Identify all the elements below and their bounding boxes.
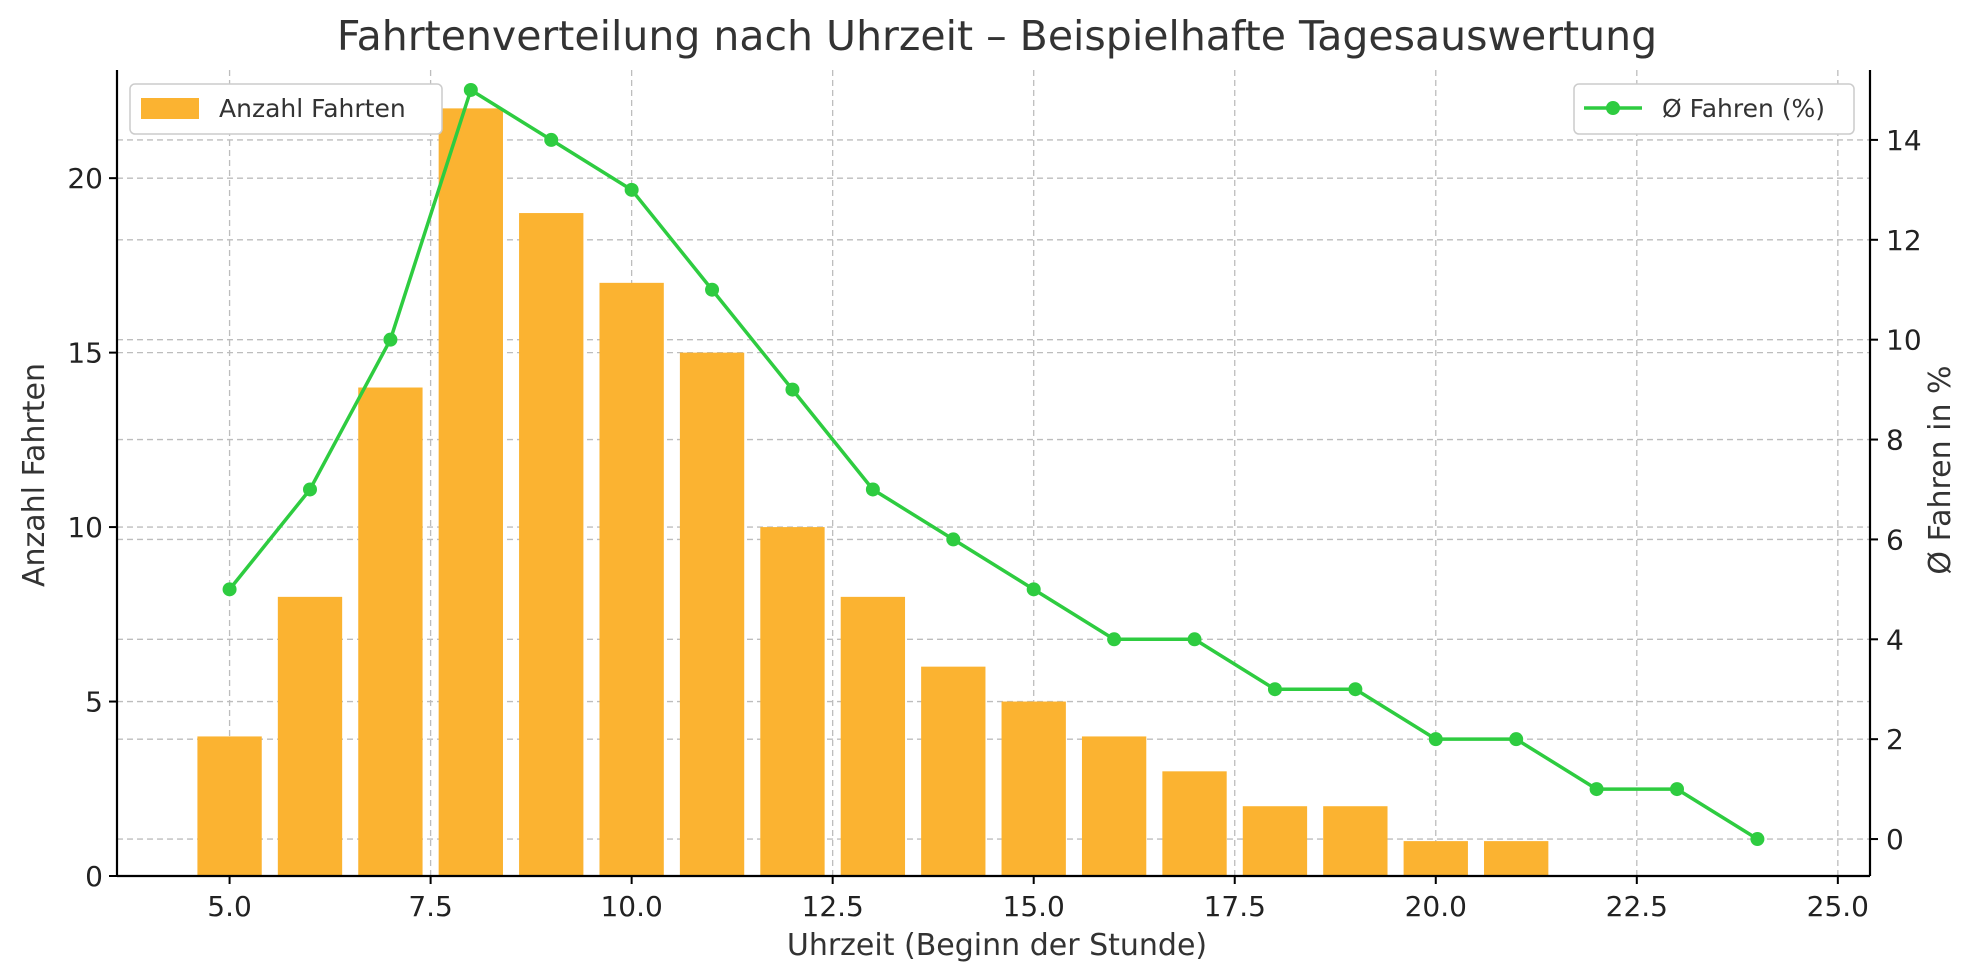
y-axis-label: Anzahl Fahrten [17, 363, 52, 587]
y-tick-label: 0 [85, 860, 103, 893]
legend-bars-frame [129, 83, 443, 135]
bar [277, 596, 343, 876]
y2-tick-label: 0 [1886, 823, 1904, 856]
bar [1242, 806, 1308, 876]
line-point [785, 382, 800, 397]
line-series [222, 82, 1765, 847]
y2-tick-label: 12 [1886, 224, 1922, 257]
line-point [1589, 782, 1604, 797]
y2-tick-label: 6 [1886, 523, 1904, 556]
bar [519, 213, 584, 876]
line-point [1670, 782, 1685, 797]
bar [760, 527, 825, 876]
bar [599, 282, 664, 876]
legend-bars: Anzahl Fahrten [129, 83, 443, 135]
y2-tick-label: 10 [1886, 324, 1922, 357]
legend-line: Ø Fahren (%) [1573, 83, 1855, 135]
y2-tick-label: 14 [1886, 124, 1922, 157]
x-tick-label: 15.0 [1003, 890, 1065, 923]
bar [840, 596, 906, 876]
line-point [1509, 732, 1524, 747]
line-point [705, 282, 720, 297]
bar [1001, 701, 1066, 876]
y-tick-label: 20 [67, 162, 103, 195]
x-tick-label: 20.0 [1405, 890, 1467, 923]
y2-axis-label: Ø Fahren in % [1923, 365, 1958, 574]
x-tick-label: 5.0 [207, 890, 252, 923]
bar [438, 108, 503, 876]
line-point [624, 182, 639, 197]
x-tick-label: 12.5 [802, 890, 864, 923]
line-point [463, 82, 478, 97]
x-tick-label: 22.5 [1606, 890, 1668, 923]
line-point [544, 132, 559, 147]
legend-line-frame [1573, 83, 1855, 135]
line-point [1348, 682, 1363, 697]
bar [1081, 736, 1147, 876]
line-point [302, 482, 317, 497]
legend-line-label: Ø Fahren (%) [1662, 94, 1825, 123]
bar [679, 352, 745, 876]
line-path [228, 88, 1759, 841]
y2-tick-label: 2 [1886, 723, 1904, 756]
x-tick-label: 17.5 [1204, 890, 1266, 923]
line-point [1750, 832, 1765, 847]
y-tick-label: 5 [85, 686, 103, 719]
bar-series [197, 108, 1549, 876]
bar [921, 666, 986, 876]
bar [1162, 771, 1227, 876]
y-tick-label: 10 [67, 511, 103, 544]
x-axis-label: Uhrzeit (Beginn der Stunde) [787, 928, 1207, 963]
x-tick-label: 25.0 [1807, 890, 1869, 923]
line-point [1187, 632, 1202, 647]
y-tick-label: 15 [67, 337, 103, 370]
axes: 5.0 7.5 10.0 12.5 15.0 17.5 20.0 22.5 25.0 0 5 10 15… [67, 70, 1922, 923]
x-tick-label: 7.5 [408, 890, 453, 923]
bar [1323, 806, 1388, 876]
line-point [1428, 732, 1443, 747]
line-point [222, 582, 237, 597]
line-point [1107, 632, 1122, 647]
bar [358, 387, 423, 876]
legend-bar-swatch [141, 98, 199, 119]
line-point [946, 532, 961, 547]
legend-line-marker [1606, 101, 1620, 115]
bar [1484, 841, 1549, 876]
line-point [865, 482, 880, 497]
line-point [1026, 582, 1041, 597]
bar [197, 736, 262, 876]
legend-bars-label: Anzahl Fahrten [219, 94, 406, 123]
chart-title: Fahrtenverteilung nach Uhrzeit – Beispie… [337, 12, 1657, 60]
bar [1403, 841, 1468, 876]
line-point [383, 332, 398, 347]
x-tick-label: 10.0 [600, 890, 662, 923]
y2-tick-label: 8 [1886, 424, 1904, 457]
line-point [1267, 682, 1282, 697]
y2-tick-label: 4 [1886, 623, 1904, 656]
